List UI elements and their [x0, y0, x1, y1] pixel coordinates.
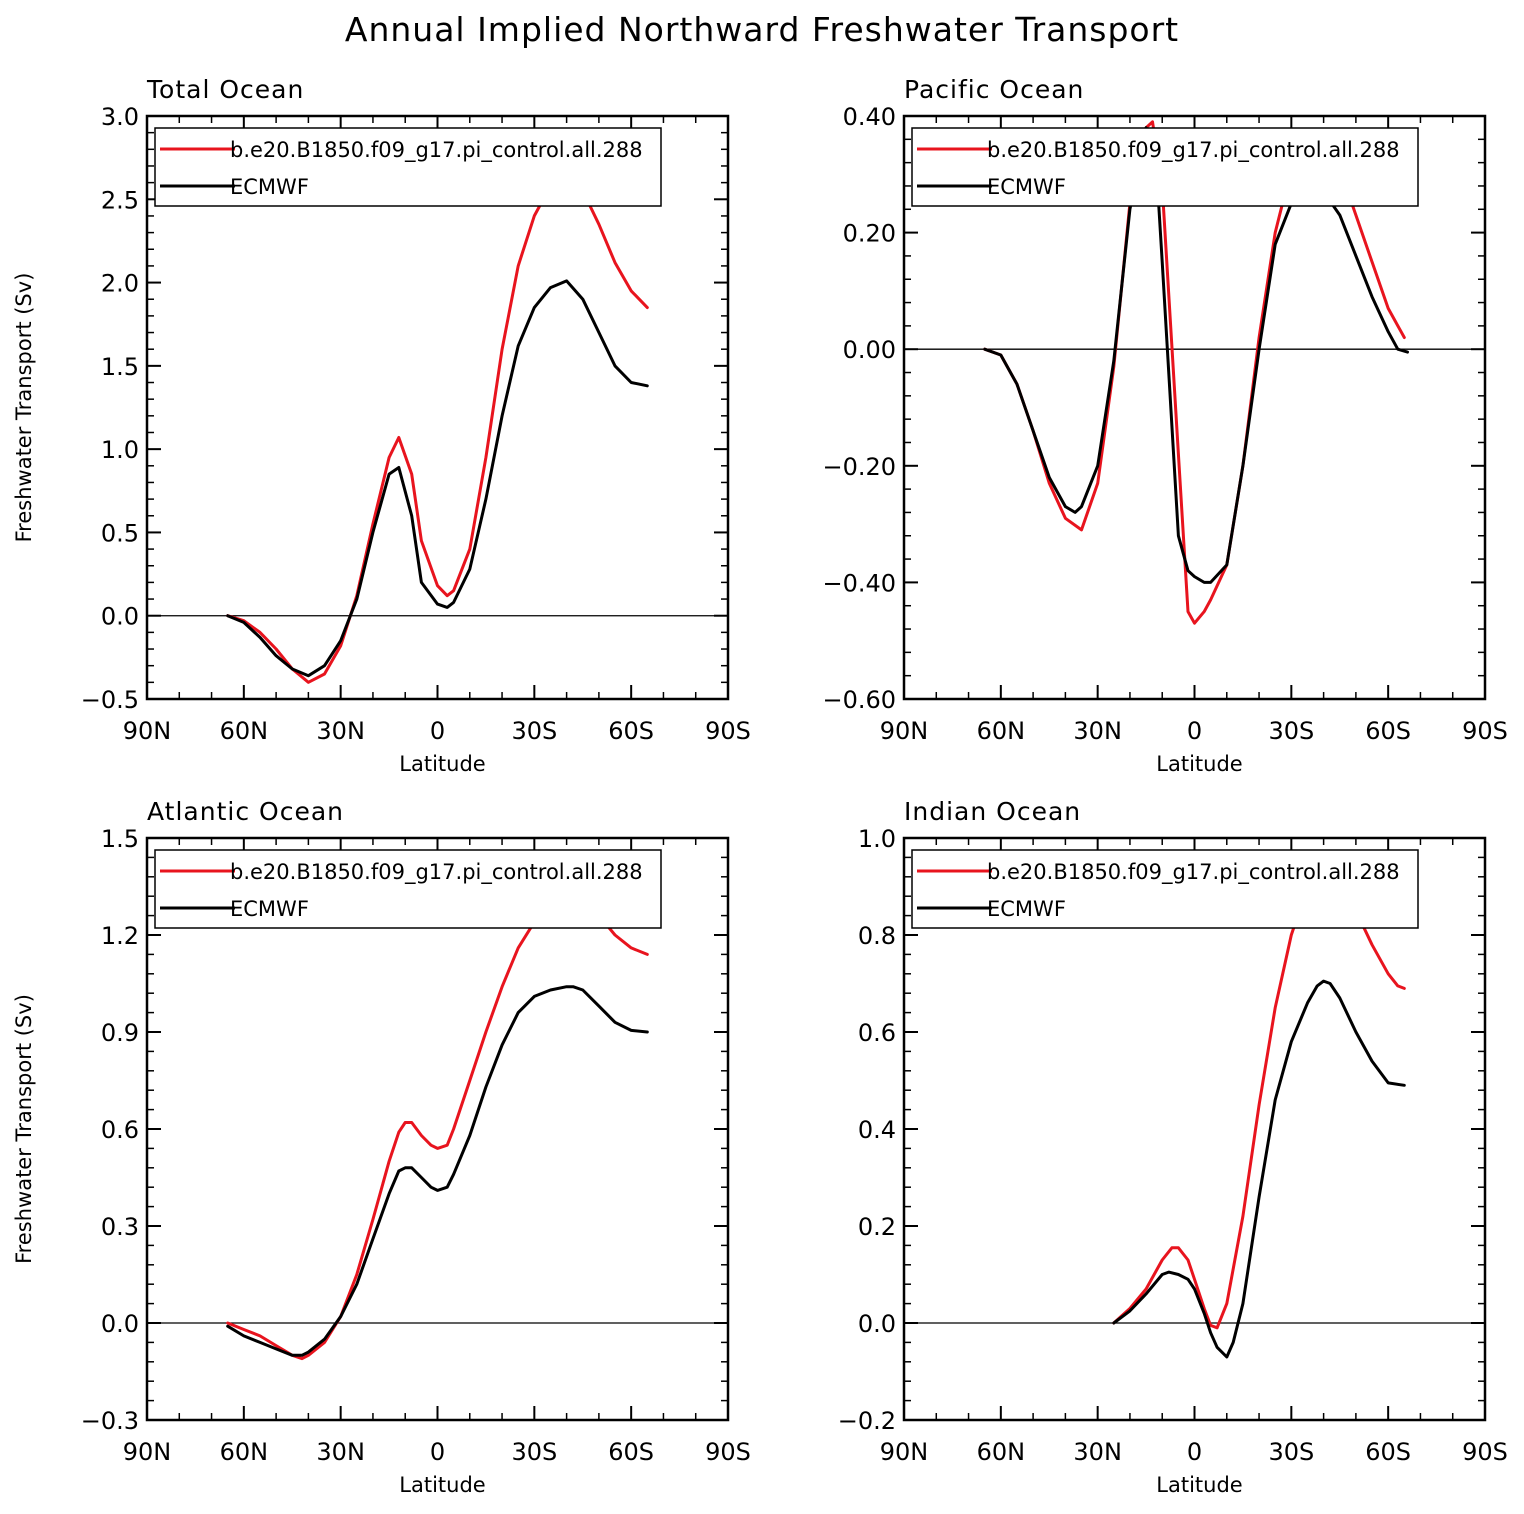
legend-box — [911, 127, 1419, 207]
x-tick-label: 60S — [608, 717, 654, 745]
y-tick-label: 0.0 — [858, 1310, 896, 1338]
y-tick-label: −0.3 — [81, 1407, 139, 1435]
y-axis-label: Freshwater Transport (Sv) — [12, 273, 36, 543]
y-tick-label: 1.0 — [858, 825, 896, 853]
x-tick-label: 30S — [511, 1438, 557, 1466]
x-tick-label: 60N — [977, 1438, 1026, 1466]
series-line-ecmwf — [1112, 979, 1406, 1359]
legend-label: b.e20.B1850.f09_g17.pi_control.all.288 — [230, 138, 643, 163]
x-tick-label: 90S — [705, 1438, 751, 1466]
y-tick-label: 0.40 — [843, 103, 896, 131]
series-line-model — [1112, 858, 1406, 1330]
x-tick-label: 60S — [1365, 1438, 1411, 1466]
legend-label: b.e20.B1850.f09_g17.pi_control.all.288 — [987, 138, 1400, 163]
y-tick-label: 0.0 — [101, 1310, 139, 1338]
x-tick-label: 90S — [1462, 717, 1508, 745]
x-tick-label: 60N — [977, 717, 1026, 745]
plot-frame — [145, 836, 730, 1422]
series-line-model — [226, 172, 649, 684]
y-tick-label: −0.60 — [822, 686, 896, 714]
y-tick-label: 3.0 — [101, 103, 139, 131]
y-tick-label: 1.2 — [101, 922, 139, 950]
x-tick-label: 30S — [1268, 717, 1314, 745]
panel-title: Pacific Ocean — [904, 75, 1084, 104]
x-tick-label: 30N — [1073, 717, 1122, 745]
x-tick-label: 90S — [1462, 1438, 1508, 1466]
x-tick-label: 90N — [880, 1438, 929, 1466]
y-tick-label: 0.5 — [101, 519, 139, 547]
y-tick-label: 0.0 — [101, 603, 139, 631]
x-axis-label: Latitude — [1156, 752, 1242, 776]
x-axis-label: Latitude — [399, 752, 485, 776]
series-line-model — [226, 891, 649, 1361]
x-tick-label: 30N — [1073, 1438, 1122, 1466]
y-tick-label: −0.5 — [81, 686, 139, 714]
legend-label: ECMWF — [230, 175, 309, 199]
y-tick-label: 0.9 — [101, 1019, 139, 1047]
x-tick-label: 90N — [123, 1438, 172, 1466]
panel-indian-ocean: Indian Ocean −0.2 0.0 0.2 0.4 0.6 0.8 1.0 90N 60N… — [838, 797, 1508, 1497]
figure-title: Annual Implied Northward Freshwater Tran… — [344, 10, 1180, 49]
y-tick-label: −0.40 — [822, 569, 896, 597]
series-line-ecmwf — [226, 985, 649, 1357]
panel-atlantic-ocean: Atlantic Ocean −0.3 0.0 0.3 0.6 0.9 1.2 1.5 90N 6… — [12, 797, 751, 1497]
x-tick-label: 90N — [123, 717, 172, 745]
legend-box — [154, 849, 662, 929]
y-tick-label: 1.5 — [101, 825, 139, 853]
y-tick-label: 2.5 — [101, 186, 139, 214]
plot-frame — [902, 114, 1487, 701]
legend-box — [911, 849, 1419, 929]
x-tick-label: 30N — [316, 1438, 365, 1466]
panel-total-ocean: Total Ocean −0.5 0.0 0.5 1.0 1.5 2.0 2.5 3.0 90N 6… — [12, 75, 751, 776]
x-tick-label: 60N — [220, 717, 269, 745]
y-tick-label: 0.00 — [843, 336, 896, 364]
x-tick-label: 0 — [1187, 1438, 1202, 1466]
panel-pacific-ocean: Pacific Ocean −0.60 −0.40 −0.20 0.00 0.20 0.40… — [822, 75, 1507, 776]
y-axis-label: Freshwater Transport (Sv) — [12, 994, 36, 1264]
x-tick-label: 0 — [430, 1438, 445, 1466]
legend-label: b.e20.B1850.f09_g17.pi_control.all.288 — [987, 860, 1400, 885]
y-tick-label: 2.0 — [101, 270, 139, 298]
x-tick-label: 60S — [1365, 717, 1411, 745]
series-line-ecmwf — [226, 279, 649, 678]
x-tick-label: 0 — [430, 717, 445, 745]
x-tick-label: 30S — [511, 717, 557, 745]
y-tick-label: 0.4 — [858, 1116, 896, 1144]
y-tick-label: −0.20 — [822, 453, 896, 481]
panel-title: Total Ocean — [146, 75, 304, 104]
legend-label: ECMWF — [230, 897, 309, 921]
x-axis-label: Latitude — [1156, 1473, 1242, 1497]
x-tick-label: 90N — [880, 717, 929, 745]
y-tick-label: 0.20 — [843, 220, 896, 248]
panel-title: Indian Ocean — [904, 797, 1081, 826]
legend-label: ECMWF — [987, 175, 1066, 199]
legend-label: ECMWF — [987, 897, 1066, 921]
series-line-ecmwf — [983, 126, 1409, 584]
y-tick-label: 0.6 — [858, 1019, 896, 1047]
y-tick-label: 1.0 — [101, 436, 139, 464]
y-tick-label: 0.2 — [858, 1213, 896, 1241]
legend-box — [154, 127, 662, 207]
y-tick-label: 0.6 — [101, 1116, 139, 1144]
y-tick-label: 0.3 — [101, 1213, 139, 1241]
x-tick-label: 60S — [608, 1438, 654, 1466]
x-tick-label: 30S — [1268, 1438, 1314, 1466]
y-tick-label: 1.5 — [101, 353, 139, 381]
x-tick-label: 90S — [705, 717, 751, 745]
legend-label: b.e20.B1850.f09_g17.pi_control.all.288 — [230, 860, 643, 885]
plot-frame — [902, 836, 1487, 1422]
x-tick-label: 0 — [1187, 717, 1202, 745]
panel-title: Atlantic Ocean — [147, 797, 344, 826]
x-tick-label: 30N — [316, 717, 365, 745]
plot-frame — [145, 114, 730, 701]
x-tick-label: 60N — [220, 1438, 269, 1466]
y-tick-label: −0.2 — [838, 1407, 896, 1435]
x-axis-label: Latitude — [399, 1473, 485, 1497]
y-tick-label: 0.8 — [858, 922, 896, 950]
